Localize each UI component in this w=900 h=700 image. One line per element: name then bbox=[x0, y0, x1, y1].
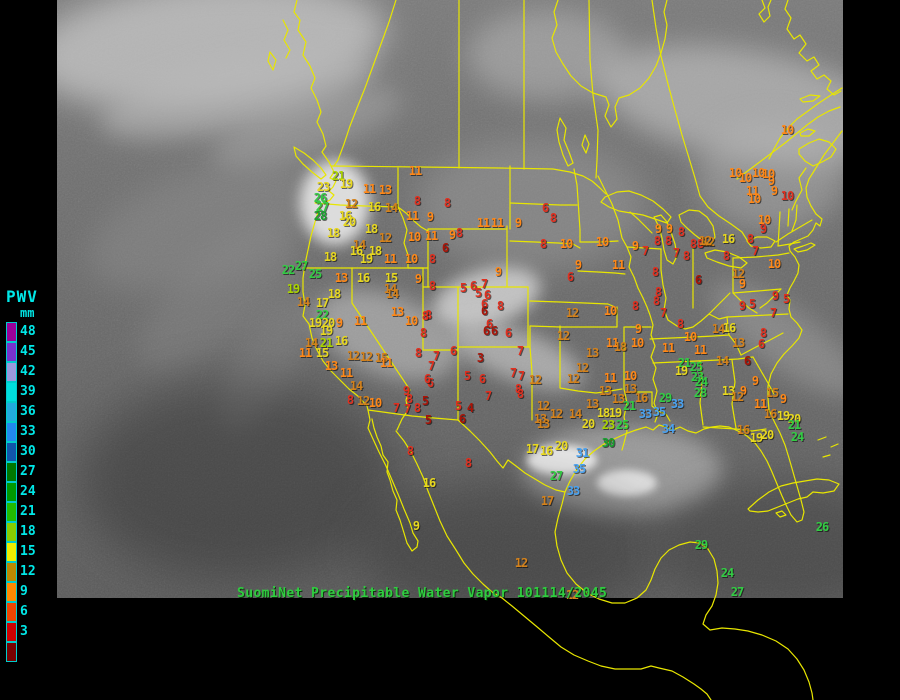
legend-row: 15 bbox=[6, 542, 38, 562]
legend-row: 9 bbox=[6, 582, 38, 602]
legend-swatch bbox=[6, 442, 17, 462]
legend-swatch bbox=[6, 622, 17, 642]
legend-row: 33 bbox=[6, 422, 38, 442]
legend-swatch bbox=[6, 562, 17, 582]
legend-row: 36 bbox=[6, 402, 38, 422]
legend-label: 15 bbox=[20, 544, 36, 559]
legend-row: 24 bbox=[6, 482, 38, 502]
legend-row: 3 bbox=[6, 622, 38, 642]
legend-swatch bbox=[6, 542, 17, 562]
legend-swatch bbox=[6, 402, 17, 422]
legend-swatch bbox=[6, 502, 17, 522]
legend-row: 48 bbox=[6, 322, 38, 342]
legend-label: 21 bbox=[20, 504, 36, 519]
legend-label: 33 bbox=[20, 424, 36, 439]
legend-swatch bbox=[6, 382, 17, 402]
legend-row: 30 bbox=[6, 442, 38, 462]
map-caption: SuomiNet Precipitable Water Vapor 101114… bbox=[237, 586, 608, 601]
legend-swatch bbox=[6, 642, 17, 662]
legend-row: 27 bbox=[6, 462, 38, 482]
legend-label: 12 bbox=[20, 564, 36, 579]
legend-label: 45 bbox=[20, 344, 36, 359]
satellite-image bbox=[57, 0, 843, 598]
legend-label: 18 bbox=[20, 524, 36, 539]
legend-row bbox=[6, 642, 38, 662]
legend-row: 45 bbox=[6, 342, 38, 362]
legend-label: 42 bbox=[20, 364, 36, 379]
legend-row: 21 bbox=[6, 502, 38, 522]
legend-label: 24 bbox=[20, 484, 36, 499]
pwv-legend: PWV mm 48 45 42 39 36 33 30 27 24 21 18 15 12 9 6 3 bbox=[6, 287, 38, 662]
legend-label: 30 bbox=[20, 444, 36, 459]
legend-label: 48 bbox=[20, 324, 36, 339]
legend-title: PWV bbox=[6, 287, 38, 306]
legend-row: 12 bbox=[6, 562, 38, 582]
legend-label: 39 bbox=[20, 384, 36, 399]
legend-label: 9 bbox=[20, 584, 28, 599]
legend-row: 6 bbox=[6, 602, 38, 622]
legend-label: 36 bbox=[20, 404, 36, 419]
legend-swatch bbox=[6, 322, 17, 342]
legend-swatch bbox=[6, 582, 17, 602]
legend-label: 3 bbox=[20, 624, 28, 639]
legend-row: 39 bbox=[6, 382, 38, 402]
legend-swatch bbox=[6, 482, 17, 502]
legend-swatch bbox=[6, 362, 17, 382]
legend-units: mm bbox=[20, 306, 35, 320]
legend-row: 18 bbox=[6, 522, 38, 542]
legend-label: 6 bbox=[20, 604, 28, 619]
legend-swatch bbox=[6, 422, 17, 442]
legend-swatch bbox=[6, 602, 17, 622]
legend-swatch bbox=[6, 522, 17, 542]
legend-label: 27 bbox=[20, 464, 36, 479]
legend-swatch bbox=[6, 462, 17, 482]
legend-row: 42 bbox=[6, 362, 38, 382]
legend-colorbar: 48 45 42 39 36 33 30 27 24 21 18 15 12 9 6 3 bbox=[6, 322, 38, 662]
legend-swatch bbox=[6, 342, 17, 362]
